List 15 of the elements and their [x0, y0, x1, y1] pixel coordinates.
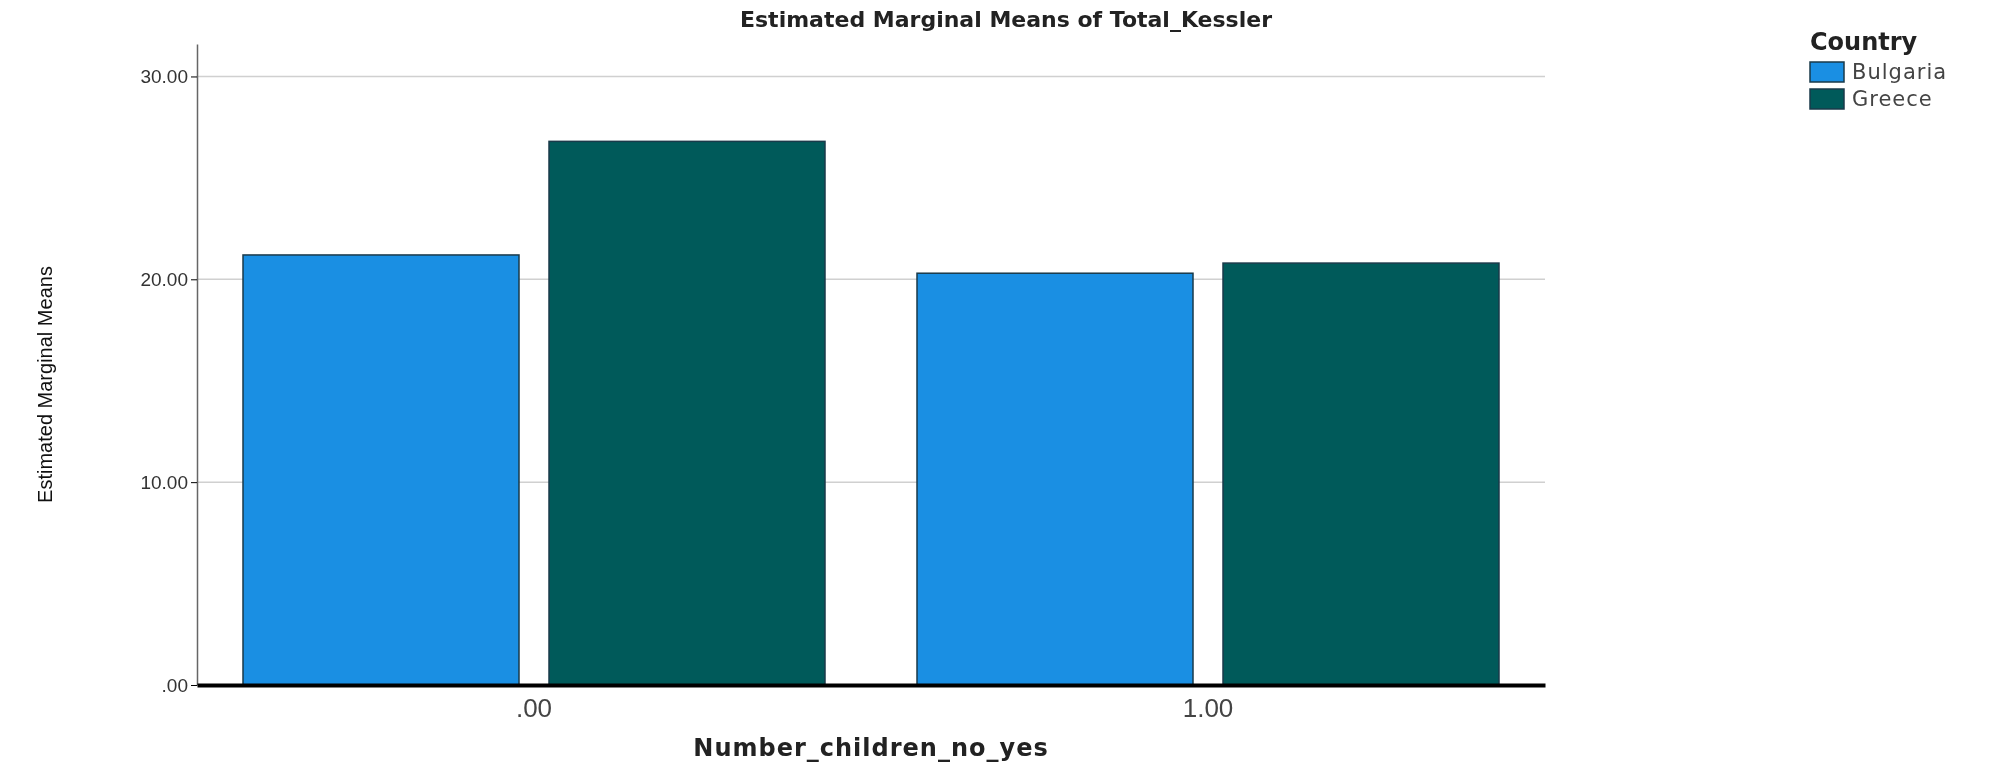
legend-title: Country — [1810, 28, 1918, 56]
x-tick-label: 1.00 — [1182, 693, 1234, 724]
y-tick-label: .00 — [161, 674, 188, 696]
y-tick-label: 30.00 — [140, 66, 188, 88]
legend-label: Bulgaria — [1852, 60, 1948, 84]
bar — [916, 272, 1194, 686]
x-axis-title: Number_children_no_yes — [693, 734, 1049, 762]
bar — [242, 254, 520, 686]
chart-title: Estimated Marginal Means of Total_Kessler — [740, 7, 1273, 32]
bar — [1222, 262, 1500, 686]
y-tick-label: 20.00 — [140, 268, 188, 290]
y-axis-title: Estimated Marginal Means — [34, 266, 56, 503]
bar — [548, 140, 826, 686]
legend-label: Greece — [1852, 87, 1933, 111]
y-tick-label: 10.00 — [140, 471, 188, 493]
